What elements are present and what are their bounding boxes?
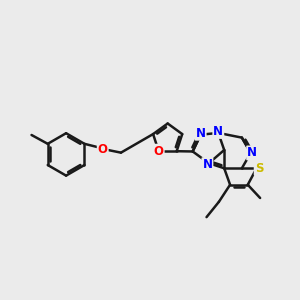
Text: N: N [202, 158, 212, 171]
Text: O: O [154, 145, 164, 158]
Text: O: O [98, 142, 108, 156]
Text: N: N [196, 127, 206, 140]
Text: N: N [213, 125, 223, 138]
Text: S: S [255, 162, 263, 175]
Text: N: N [247, 146, 257, 159]
